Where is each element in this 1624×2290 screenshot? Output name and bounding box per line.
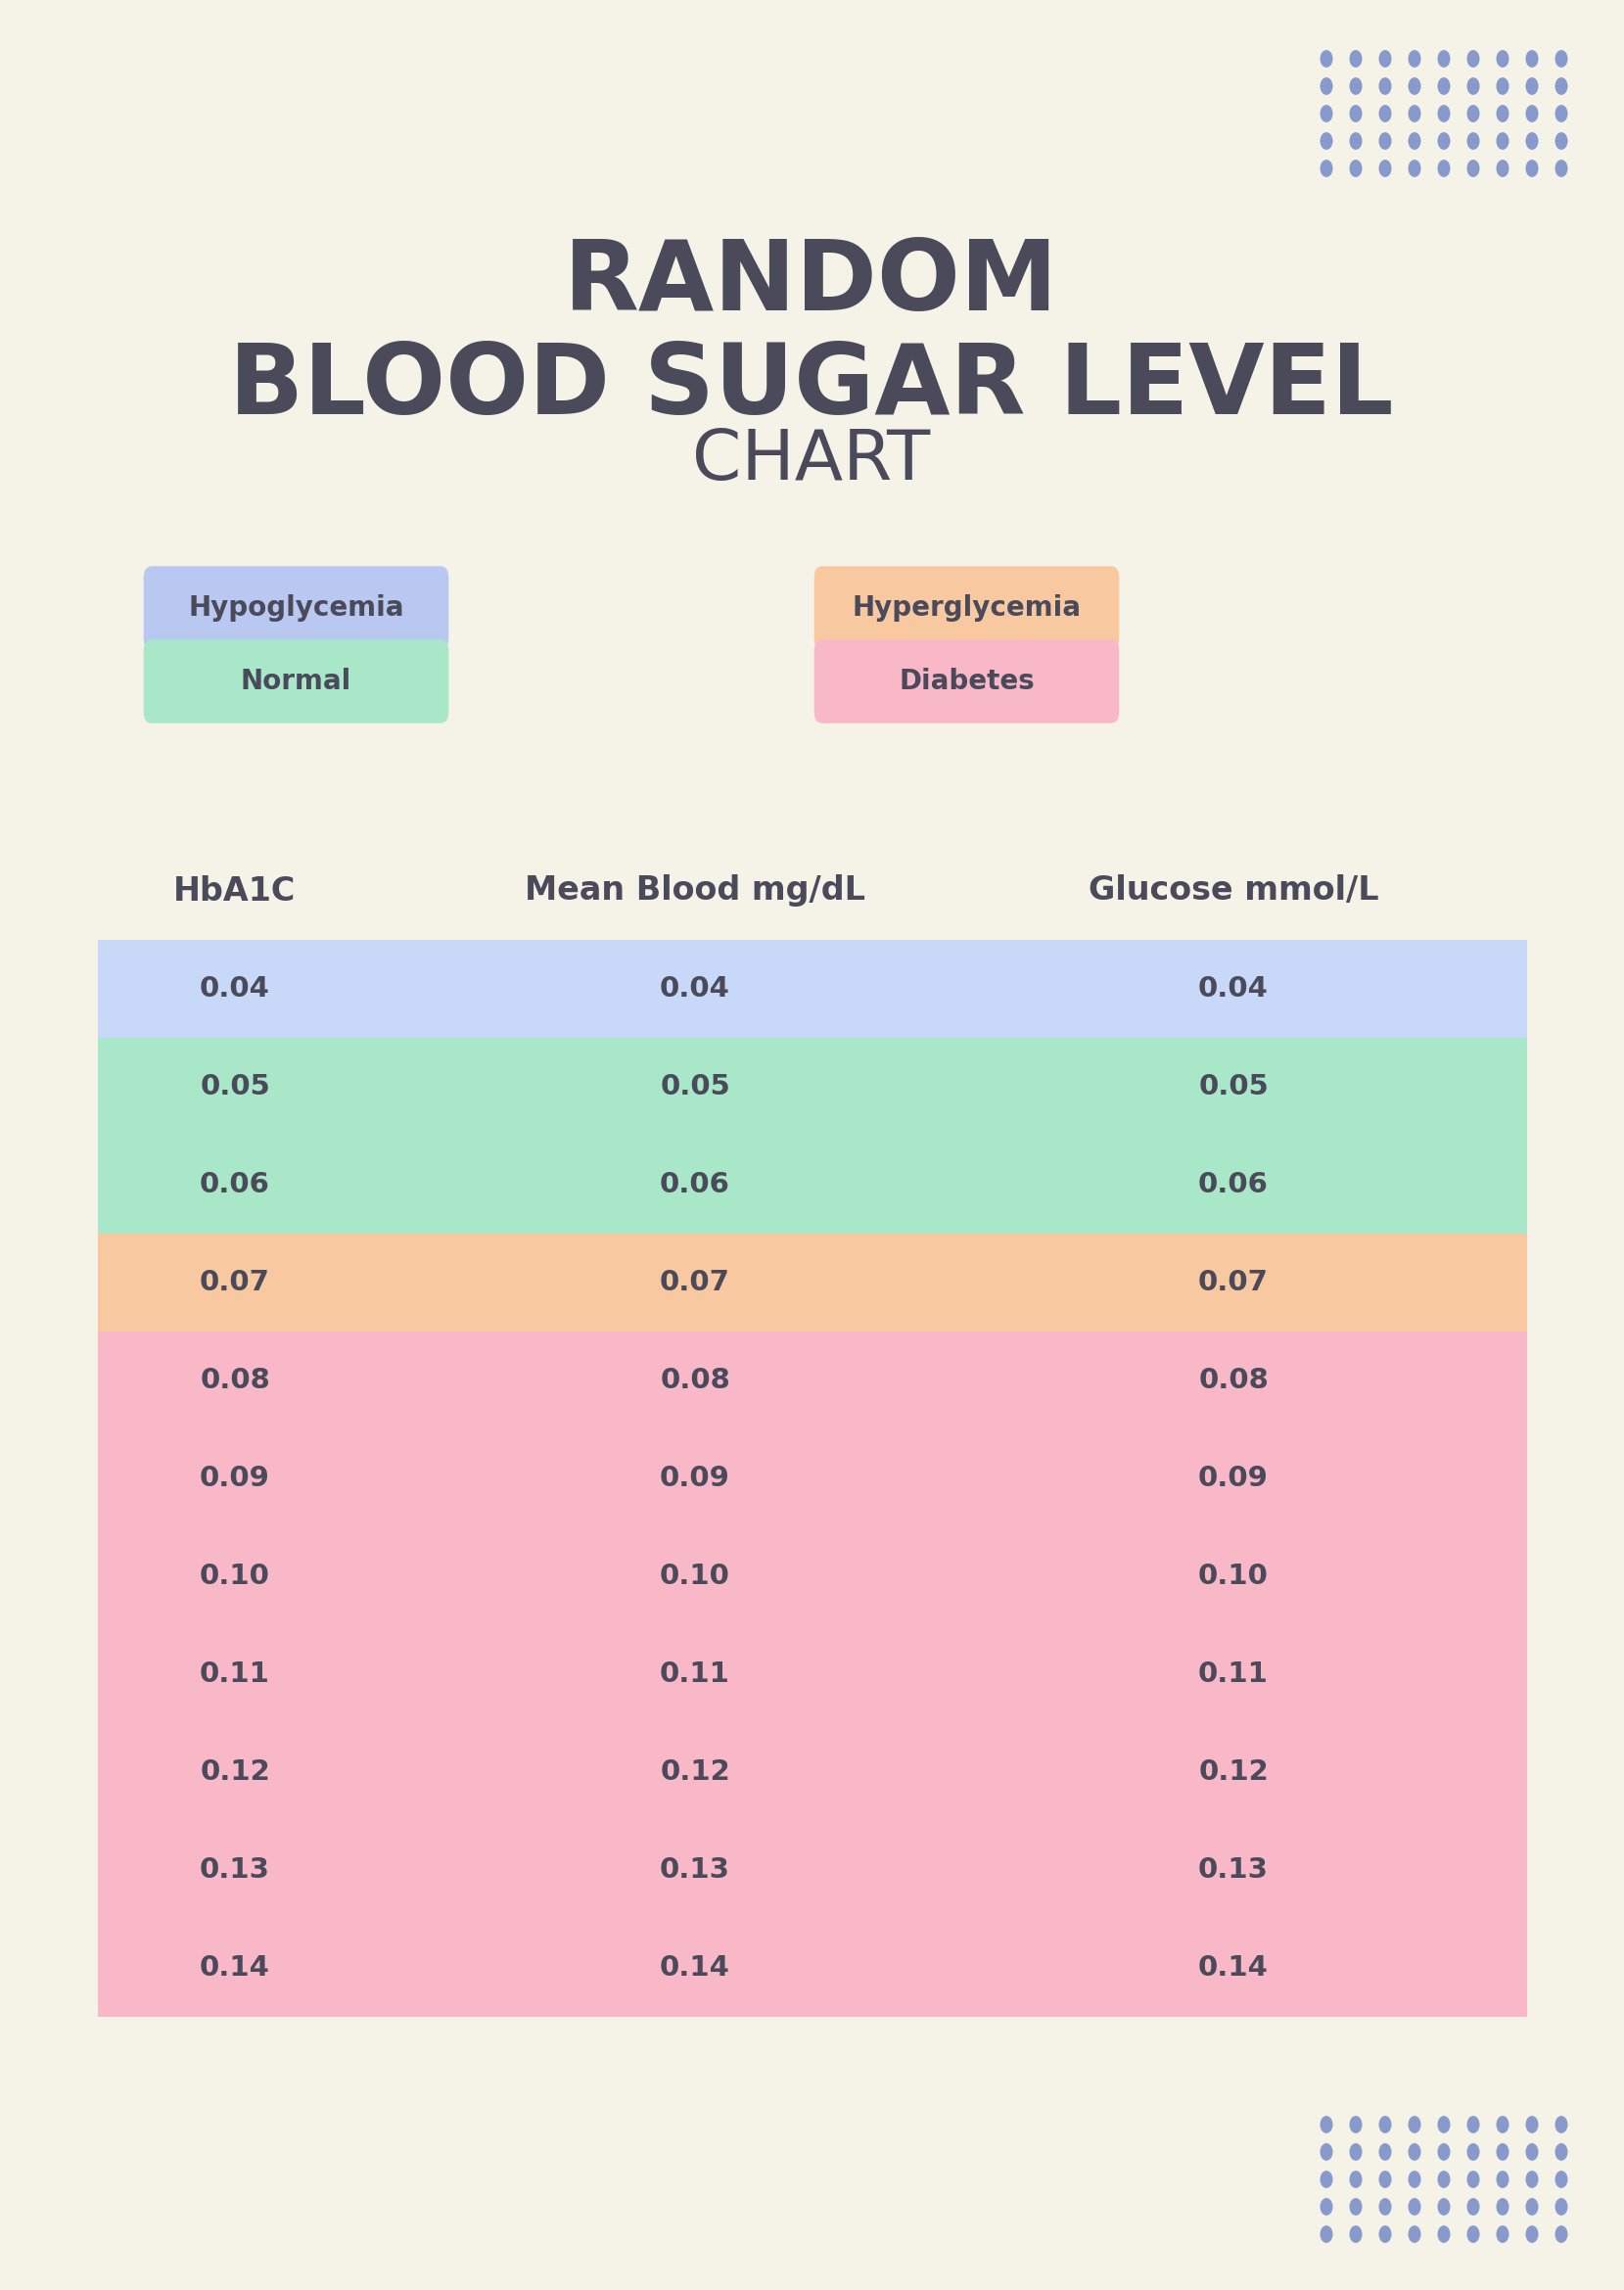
Text: 0.05: 0.05 xyxy=(1199,1074,1268,1101)
Text: 0.09: 0.09 xyxy=(659,1466,731,1493)
Text: Glucose mmol/L: Glucose mmol/L xyxy=(1088,875,1379,907)
Text: 0.10: 0.10 xyxy=(200,1562,270,1589)
Text: BLOOD SUGAR LEVEL: BLOOD SUGAR LEVEL xyxy=(229,339,1393,435)
Text: 0.09: 0.09 xyxy=(1199,1466,1268,1493)
Text: 0.04: 0.04 xyxy=(1199,976,1268,1003)
Text: 0.05: 0.05 xyxy=(659,1074,731,1101)
Text: 0.11: 0.11 xyxy=(200,1660,270,1688)
Text: Hyperglycemia: Hyperglycemia xyxy=(853,595,1082,621)
Text: 0.04: 0.04 xyxy=(200,976,270,1003)
Text: 0.11: 0.11 xyxy=(659,1660,731,1688)
Text: 0.04: 0.04 xyxy=(659,976,731,1003)
Text: 0.14: 0.14 xyxy=(200,1953,270,1981)
Text: 0.07: 0.07 xyxy=(659,1269,731,1296)
Text: 0.09: 0.09 xyxy=(200,1466,270,1493)
Text: 0.14: 0.14 xyxy=(1199,1953,1268,1981)
Text: 0.12: 0.12 xyxy=(1199,1759,1268,1786)
Text: 0.10: 0.10 xyxy=(659,1562,731,1589)
Text: 0.08: 0.08 xyxy=(659,1367,731,1395)
Text: 0.06: 0.06 xyxy=(200,1170,270,1198)
Text: 0.11: 0.11 xyxy=(1199,1660,1268,1688)
Text: Hypoglycemia: Hypoglycemia xyxy=(188,595,404,621)
Text: 0.13: 0.13 xyxy=(200,1857,270,1885)
Text: 0.08: 0.08 xyxy=(200,1367,270,1395)
Text: 0.13: 0.13 xyxy=(659,1857,731,1885)
Text: 0.07: 0.07 xyxy=(1199,1269,1268,1296)
Text: 0.05: 0.05 xyxy=(200,1074,270,1101)
Text: Normal: Normal xyxy=(240,669,351,696)
Text: 0.10: 0.10 xyxy=(1199,1562,1268,1589)
Text: 0.06: 0.06 xyxy=(1199,1170,1268,1198)
Text: 0.12: 0.12 xyxy=(200,1759,270,1786)
Text: 0.08: 0.08 xyxy=(1199,1367,1268,1395)
Text: Diabetes: Diabetes xyxy=(898,669,1034,696)
Text: 0.12: 0.12 xyxy=(659,1759,731,1786)
Text: 0.06: 0.06 xyxy=(659,1170,731,1198)
Text: Mean Blood mg/dL: Mean Blood mg/dL xyxy=(525,875,866,907)
Text: HbA1C: HbA1C xyxy=(174,875,296,907)
Text: 0.13: 0.13 xyxy=(1199,1857,1268,1885)
Text: CHART: CHART xyxy=(692,426,931,495)
Text: RANDOM: RANDOM xyxy=(564,236,1059,332)
Text: 0.14: 0.14 xyxy=(659,1953,731,1981)
Text: 0.07: 0.07 xyxy=(200,1269,270,1296)
